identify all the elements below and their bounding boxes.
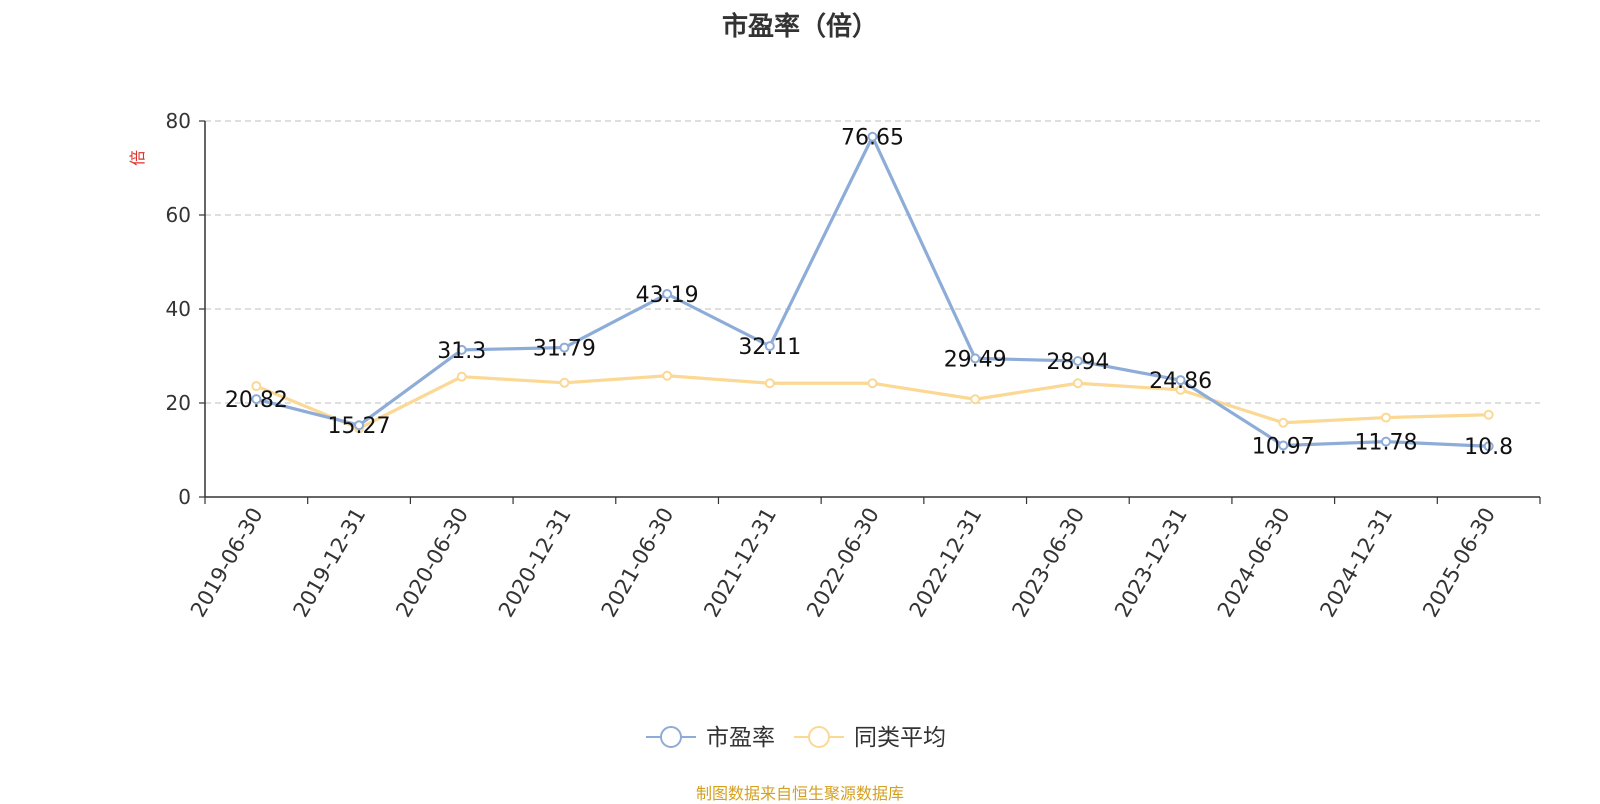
grid-lines [205,120,1540,404]
data-point-pe-ratio [764,341,775,352]
data-point-pe-ratio [1072,355,1083,366]
data-label: 31.79 [533,337,596,362]
data-labels: 20.82 15.27 31.3 31.79 43.19 32.11 76.65 29.49 2… [225,126,1513,460]
data-label: 43.19 [636,283,699,308]
data-point-peer-average [456,371,467,382]
data-point-pe-ratio [559,342,570,353]
x-tick-label: 2024-12-31 [1315,504,1397,622]
data-label: 31.3 [437,339,486,364]
legend[interactable]: 市盈率 同类平均 [646,725,946,751]
x-tick-label: 2022-06-30 [802,504,884,622]
y-tick-label: 80 [166,109,191,133]
x-tick-label: 2024-06-30 [1213,504,1295,622]
x-tick-label: 2025-06-30 [1418,504,1500,622]
y-tick-label: 20 [166,391,191,415]
data-point-peer-average [1072,378,1083,389]
data-point-peer-average [764,378,775,389]
series-line-pe-ratio [255,135,1489,448]
data-label: 32.11 [738,335,801,360]
data-point-peer-average [1175,384,1186,395]
data-label: 24.86 [1149,369,1212,394]
data-point-pe-ratio [1278,440,1289,451]
x-tick-label: 2021-06-30 [597,504,679,622]
data-point-peer-average [251,381,262,392]
data-point-pe-ratio [354,420,365,431]
data-label: 11.78 [1354,431,1417,456]
x-tick-label: 2023-06-30 [1007,504,1089,622]
data-label: 10.8 [1464,435,1513,460]
x-tick-label: 2019-06-30 [186,504,268,622]
legend-marker [808,726,830,748]
data-point-pe-ratio [867,131,878,142]
series-lines [251,131,1494,452]
data-point-pe-ratio [1483,441,1494,452]
data-point-peer-average [1380,412,1391,423]
x-tick-label: 2021-12-31 [699,504,781,622]
data-point-pe-ratio [456,344,467,355]
data-point-peer-average [1483,409,1494,420]
data-point-pe-ratio [1175,375,1186,386]
y-tick-label: 0 [178,485,191,509]
x-tick-label: 2020-12-31 [494,504,576,622]
x-tick-label: 2020-06-30 [391,504,473,622]
axes: 0 20 40 60 80 2019-06-30 2019-12-31 2020-06-30 2… [166,109,1541,622]
pe-ratio-chart: 0 20 40 60 80 2019-06-30 2019-12-31 2020-06-30 2… [128,109,1541,751]
data-label: 20.82 [225,388,288,413]
data-point-pe-ratio [970,353,981,364]
data-point-pe-ratio [662,289,673,300]
data-point-peer-average [559,377,570,388]
y-tick-label: 40 [166,297,191,321]
data-point-pe-ratio [1380,436,1391,447]
data-point-pe-ratio [251,394,262,405]
x-tick-label: 2022-12-31 [905,504,987,622]
legend-marker [660,726,682,748]
chart-title: 市盈率（倍） [721,12,878,42]
y-tick-label: 60 [166,203,191,227]
data-label: 76.65 [841,126,904,151]
x-tick-label: 2019-12-31 [289,504,371,622]
data-point-peer-average [662,370,673,381]
data-label: 10.97 [1252,434,1315,459]
data-label: 29.49 [944,347,1007,372]
data-source-note: 制图数据来自恒生聚源数据库 [695,784,904,803]
data-label: 15.27 [328,414,391,439]
legend-label: 同类平均 [854,725,946,751]
x-tick-label: 2023-12-31 [1110,504,1192,622]
y-axis-label: 倍 [128,150,147,166]
legend-item-pe-ratio[interactable]: 市盈率 [646,725,775,751]
data-point-peer-average [867,378,878,389]
data-point-peer-average [970,394,981,405]
data-point-peer-average [1278,417,1289,428]
legend-label: 市盈率 [706,725,775,751]
legend-item-peer-average[interactable]: 同类平均 [794,725,946,751]
data-label: 28.94 [1046,350,1109,375]
